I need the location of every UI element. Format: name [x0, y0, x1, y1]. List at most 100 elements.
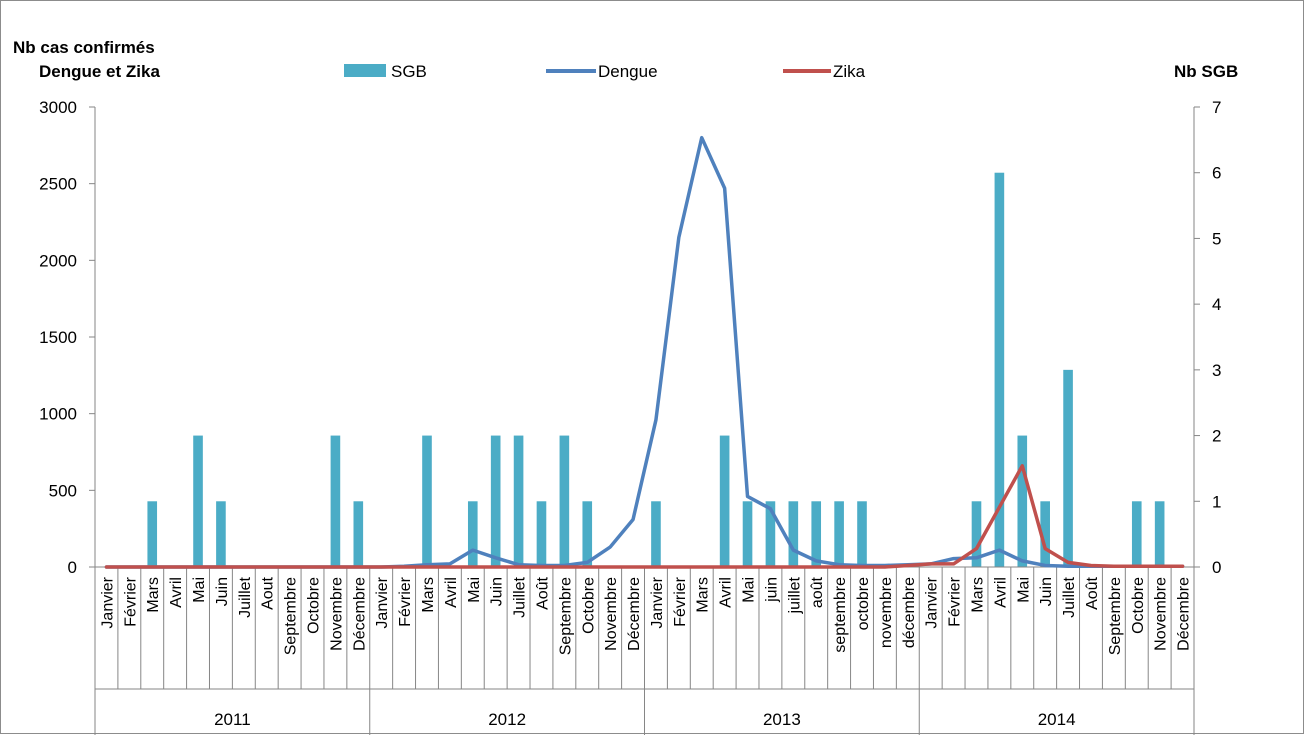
category-label: Octobre [306, 577, 323, 634]
bar-sgb [857, 501, 867, 567]
left-axis-title-line2: Dengue et Zika [39, 62, 160, 81]
bar-sgb [353, 501, 364, 567]
legend-label-zika: Zika [833, 62, 866, 81]
right-axis-tick-label: 3 [1212, 361, 1221, 380]
left-axis-tick-label: 3000 [39, 98, 77, 117]
bar-sgb [513, 435, 524, 567]
bar-sgb [834, 501, 844, 567]
left-axis-tick-label: 500 [49, 481, 77, 500]
category-label: Mai [1015, 577, 1032, 603]
legend-label-sgb: SGB [391, 62, 427, 81]
bar-sgb [1063, 369, 1073, 567]
bar-sgb [1131, 501, 1142, 567]
category-label: Septembre [1107, 577, 1124, 655]
category-label: Août [534, 576, 551, 609]
category-label: Juin [1038, 577, 1055, 606]
bar-sgb [788, 501, 799, 567]
category-label: Mars [695, 577, 712, 613]
category-label: Avril [718, 577, 735, 608]
bar-sgb [216, 501, 226, 567]
bar-sgb [994, 172, 1005, 567]
bar-sgb [1017, 435, 1028, 567]
bar-sgb [193, 435, 203, 567]
category-label: Juillet [512, 576, 529, 617]
right-axis-tick-label: 6 [1212, 164, 1221, 183]
right-axis-tick-label: 4 [1212, 295, 1221, 314]
line-zika [104, 464, 1185, 569]
bar-sgb [536, 501, 547, 567]
category-label: Février [397, 576, 414, 626]
plot-area: 0 500 1000 1500 2000 2500 3000 0 1 2 3 4 5 6 7 Janvier F… [39, 98, 1221, 735]
category-label: Mai [191, 577, 208, 603]
category-label: Mai [466, 577, 483, 603]
category-label: Mars [145, 577, 162, 613]
category-label: juillet [786, 576, 803, 614]
left-axis-tick-label: 2500 [39, 175, 77, 194]
category-label: Décembre [1176, 577, 1193, 651]
left-axis-title-line1: Nb cas confirmés [13, 38, 155, 57]
category-label: Juin [214, 577, 231, 606]
legend: SGB Dengue Zika [344, 62, 866, 81]
category-label: Septembre [283, 577, 300, 655]
bar-sgb [330, 435, 341, 567]
category-label: Septembre [557, 577, 574, 655]
left-axis-tick-label: 1000 [39, 405, 77, 424]
bar-sgb [742, 501, 753, 567]
category-label: Avril [443, 577, 460, 608]
category-label: novembre [878, 577, 895, 648]
bar-sgb [1040, 501, 1050, 567]
category-label: Janvier [374, 576, 391, 628]
year-label: 2012 [488, 710, 526, 729]
category-label: Novembre [1153, 577, 1170, 651]
bar-sgb [582, 501, 593, 567]
category-label: Mars [420, 577, 437, 613]
bar-sgb [559, 435, 570, 567]
bar-sgb [490, 435, 501, 567]
category-label: septembre [832, 577, 849, 653]
year-label: 2013 [763, 710, 801, 729]
left-axis-tick-label: 2000 [39, 251, 77, 270]
category-label: juin [763, 577, 780, 603]
right-axis-title: Nb SGB [1174, 62, 1238, 81]
bar-sgb [467, 501, 478, 567]
category-label: Novembre [603, 577, 620, 651]
category-label: Avril [168, 577, 185, 608]
bar-sgb [651, 501, 661, 567]
category-label: Janvier [99, 576, 116, 628]
left-axis-tick-label: 0 [68, 558, 77, 577]
category-label: Juin [489, 577, 506, 606]
category-label: Juillet [1061, 576, 1078, 617]
category-label: Janvier [649, 576, 666, 628]
right-axis-tick-label: 5 [1212, 229, 1221, 248]
bar-sgb [719, 435, 730, 567]
bar-sgb [1154, 501, 1165, 567]
category-label: Janvier [924, 576, 941, 628]
category-label: Novembre [328, 577, 345, 651]
category-label: Décembre [351, 577, 368, 651]
category-label: Mai [741, 577, 758, 603]
category-label: Avril [992, 577, 1009, 608]
year-label: 2011 [214, 710, 251, 729]
bar-sgb [422, 435, 432, 567]
category-label: Mars [969, 577, 986, 613]
legend-swatch-sgb [344, 64, 386, 77]
category-label: Aout [260, 576, 277, 609]
left-axis-tick-label: 1500 [39, 328, 77, 347]
category-label: Août [1084, 576, 1101, 609]
legend-label-dengue: Dengue [598, 62, 658, 81]
category-label: Octobre [580, 577, 597, 634]
category-label: Février [672, 576, 689, 626]
category-label: octobre [855, 577, 872, 630]
category-label: Février [122, 576, 139, 626]
bar-sgb [971, 501, 982, 567]
right-axis-tick-label: 7 [1212, 98, 1221, 117]
right-axis-tick-label: 0 [1212, 558, 1221, 577]
bar-sgb [147, 501, 158, 567]
category-label: Décembre [626, 577, 643, 651]
category-label: décembre [901, 577, 918, 648]
right-axis-tick-label: 1 [1212, 492, 1221, 511]
bar-sgb [765, 501, 776, 567]
category-label: août [809, 576, 826, 608]
